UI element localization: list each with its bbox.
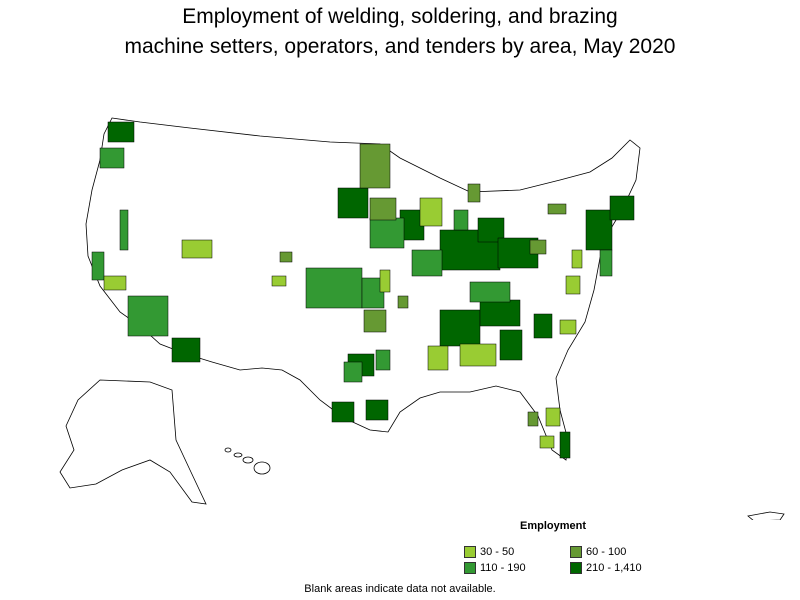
areas-110-190: [91, 147, 613, 383]
legend-title: Employment: [520, 520, 587, 532]
areas-210-1410: [107, 121, 635, 459]
legend-swatch: [464, 562, 476, 574]
hawaii-outline: [224, 447, 271, 475]
puerto-rico-outline: [747, 511, 785, 520]
legend-label: 110 - 190: [480, 562, 526, 574]
areas-30-50: [103, 197, 583, 449]
legend-item-30-50: 30 - 50: [464, 546, 514, 558]
legend-item-60-100: 60 - 100: [570, 546, 626, 558]
title-line-1: Employment of welding, soldering, and br…: [182, 5, 618, 28]
legend-swatch: [570, 546, 582, 558]
footnote: Blank areas indicate data not available.: [304, 583, 496, 595]
legend-label: 60 - 100: [586, 546, 627, 558]
legend-label: 210 - 1,410: [586, 562, 642, 574]
map-title: Employment of welding, soldering, and br…: [0, 2, 800, 62]
legend-item-110-190: 110 - 190: [464, 562, 526, 574]
areas-60-100: [279, 143, 567, 427]
shaded-areas: [91, 121, 635, 459]
legend-swatch: [570, 562, 582, 574]
title-line-2: machine setters, operators, and tenders …: [124, 35, 676, 58]
alaska-outline: [59, 379, 207, 505]
legend-swatch: [464, 546, 476, 558]
legend-item-210-1410: 210 - 1,410: [570, 562, 642, 574]
us-choropleth-map: [59, 117, 785, 520]
legend-label: 30 - 50: [480, 546, 515, 558]
